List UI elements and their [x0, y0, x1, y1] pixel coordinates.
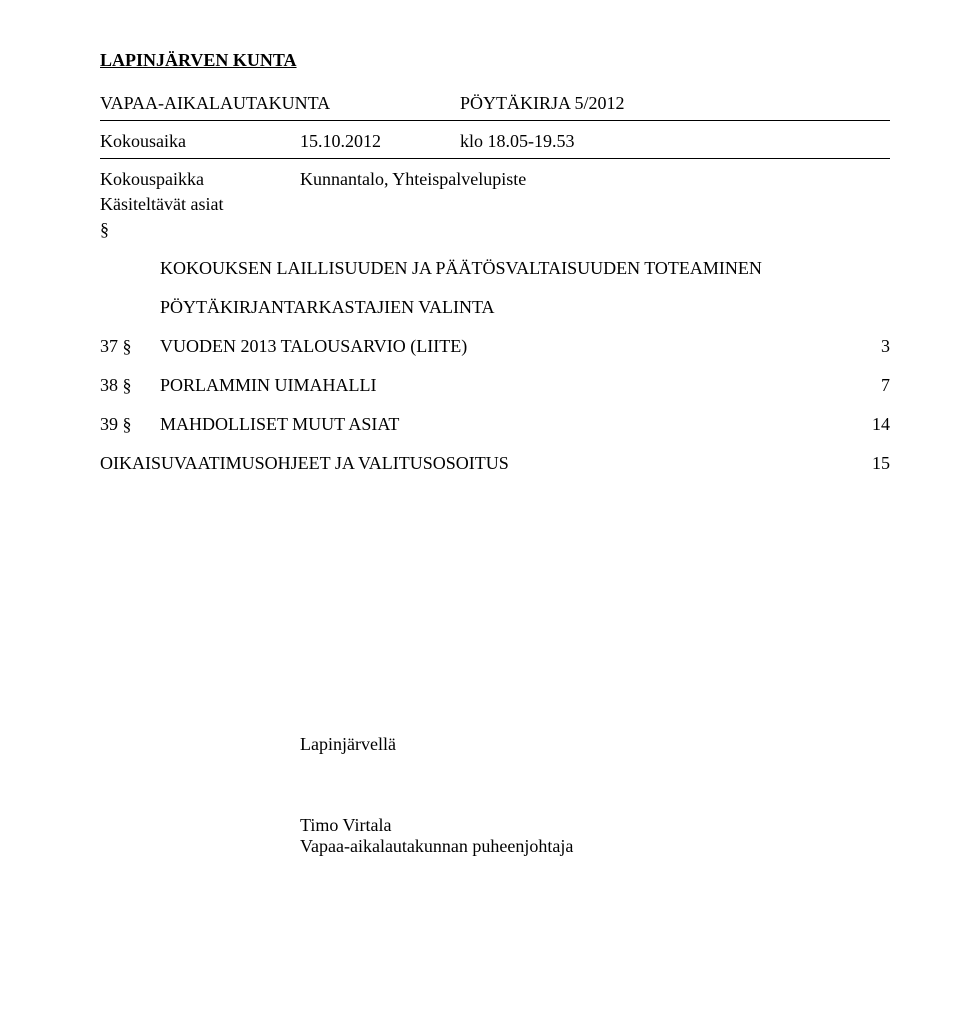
index-page: 15 [850, 453, 890, 474]
index-text: OIKAISUVAATIMUSOHJEET JA VALITUSOSOITUS [100, 453, 850, 474]
signature-title: Vapaa-aikalautakunnan puheenjohtaja [300, 836, 890, 857]
meeting-time-label: Kokousaika [100, 131, 300, 152]
index-text: VUODEN 2013 TALOUSARVIO (LIITE) [160, 336, 850, 357]
signature-name: Timo Virtala [300, 815, 890, 836]
index-page [850, 258, 890, 279]
index-text: KOKOUKSEN LAILLISUUDEN JA PÄÄTÖSVALTAISU… [160, 258, 850, 279]
meeting-clock: klo 18.05-19.53 [460, 131, 575, 152]
index-page: 3 [850, 336, 890, 357]
subjects-label: Käsiteltävät asiat [100, 194, 890, 215]
index-text: PÖYTÄKIRJANTARKASTAJIEN VALINTA [160, 297, 850, 318]
document-title: PÖYTÄKIRJA 5/2012 [460, 93, 625, 114]
index-row: PÖYTÄKIRJANTARKASTAJIEN VALINTA [100, 297, 890, 318]
index-page [850, 297, 890, 318]
index-row: 39 § MAHDOLLISET MUUT ASIAT 14 [100, 414, 890, 435]
signature-block: Lapinjärvellä Timo Virtala Vapaa-aikalau… [300, 734, 890, 857]
index-row: KOKOUKSEN LAILLISUUDEN JA PÄÄTÖSVALTAISU… [100, 258, 890, 279]
index-row: 38 § PORLAMMIN UIMAHALLI 7 [100, 375, 890, 396]
index-text: MAHDOLLISET MUUT ASIAT [160, 414, 850, 435]
meeting-place: Kunnantalo, Yhteispalvelupiste [300, 169, 526, 190]
index-block: KOKOUKSEN LAILLISUUDEN JA PÄÄTÖSVALTAISU… [100, 258, 890, 474]
index-num [100, 297, 160, 318]
signature-place: Lapinjärvellä [300, 734, 890, 755]
index-page: 14 [850, 414, 890, 435]
divider [100, 158, 890, 159]
index-num: 39 § [100, 414, 160, 435]
index-num: 37 § [100, 336, 160, 357]
meeting-place-label: Kokouspaikka [100, 169, 300, 190]
organization-name: LAPINJÄRVEN KUNTA [100, 50, 890, 71]
index-num [100, 258, 160, 279]
index-page: 7 [850, 375, 890, 396]
index-row: OIKAISUVAATIMUSOHJEET JA VALITUSOSOITUS … [40, 453, 890, 474]
divider [100, 120, 890, 121]
index-row: 37 § VUODEN 2013 TALOUSARVIO (LIITE) 3 [100, 336, 890, 357]
index-text: PORLAMMIN UIMAHALLI [160, 375, 850, 396]
meeting-date: 15.10.2012 [300, 131, 460, 152]
section-symbol: § [100, 219, 890, 240]
index-num: 38 § [100, 375, 160, 396]
board-name: VAPAA-AIKALAUTAKUNTA [100, 93, 460, 114]
